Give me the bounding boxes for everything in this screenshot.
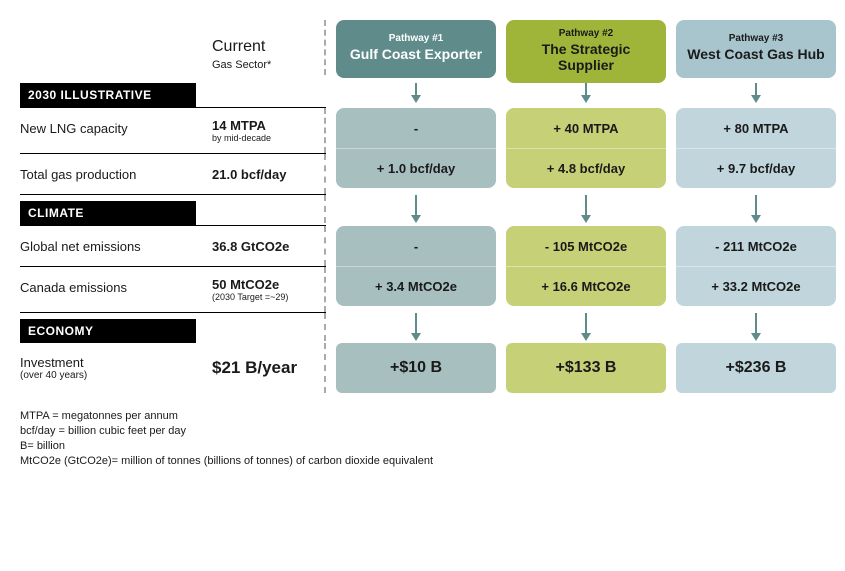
footnotes: MTPA = megatonnes per annum bcf/day = bi…	[20, 409, 825, 468]
row-global-current: 36.8 GtCO2e	[206, 226, 326, 266]
group-climate-p3: - 211 MtCO2e + 33.2 MtCO2e	[676, 226, 836, 306]
arrow-down-icon	[336, 195, 496, 223]
pathway-3-header: Pathway #3 West Coast Gas Hub	[676, 20, 836, 78]
pathway-3-num: Pathway #3	[682, 33, 830, 44]
cell-inv-p1: +$10 B	[336, 343, 496, 393]
arrow-down-icon	[676, 83, 836, 103]
group-2030-p1: - + 1.0 bcf/day	[336, 108, 496, 188]
section-climate: CLIMATE	[20, 201, 196, 225]
footnote-3: B= billion	[20, 439, 825, 454]
cell-global-p1: -	[336, 226, 496, 266]
cell-canada-p1: + 3.4 MtCO2e	[336, 266, 496, 306]
cell-prod-p3: + 9.7 bcf/day	[676, 148, 836, 188]
cell-inv-p3: +$236 B	[676, 343, 836, 393]
row-canada-label: Canada emissions	[20, 267, 196, 307]
pathway-2-header: Pathway #2 The Strategic Supplier	[506, 20, 666, 83]
group-2030-p3: + 80 MTPA + 9.7 bcf/day	[676, 108, 836, 188]
pathway-2-name: The Strategic Supplier	[512, 41, 660, 73]
pathway-3-name: West Coast Gas Hub	[682, 46, 830, 62]
arrow-down-icon	[336, 83, 496, 103]
arrow-down-icon	[506, 83, 666, 103]
row-lng-label: New LNG capacity	[20, 108, 196, 148]
cell-global-p3: - 211 MtCO2e	[676, 226, 836, 266]
arrow-down-icon	[676, 195, 836, 223]
cell-prod-p2: + 4.8 bcf/day	[506, 148, 666, 188]
row-inv-current: $21 B/year	[206, 343, 326, 393]
arrow-down-icon	[676, 313, 836, 341]
pathway-1-header: Pathway #1 Gulf Coast Exporter	[336, 20, 496, 78]
pathway-1-name: Gulf Coast Exporter	[342, 46, 490, 62]
cell-canada-p3: + 33.2 MtCO2e	[676, 266, 836, 306]
arrow-down-icon	[506, 195, 666, 223]
row-lng-current: 14 MTPA by mid-decade	[206, 108, 326, 153]
cell-inv-p2: +$133 B	[506, 343, 666, 393]
section-2030: 2030 ILLUSTRATIVE	[20, 83, 196, 107]
current-subtitle: Gas Sector*	[212, 59, 271, 71]
pathway-1-num: Pathway #1	[342, 33, 490, 44]
cell-lng-p1: -	[336, 108, 496, 148]
group-climate-p1: - + 3.4 MtCO2e	[336, 226, 496, 306]
comparison-grid: Current Gas Sector* Pathway #1 Gulf Coas…	[20, 20, 825, 393]
footnote-4: MtCO2e (GtCO2e)= million of tonnes (bill…	[20, 454, 825, 469]
group-climate-p2: - 105 MtCO2e + 16.6 MtCO2e	[506, 226, 666, 306]
footnote-2: bcf/day = billion cubic feet per day	[20, 424, 825, 439]
current-header: Current Gas Sector*	[206, 20, 326, 75]
group-2030-p2: + 40 MTPA + 4.8 bcf/day	[506, 108, 666, 188]
arrow-down-icon	[336, 313, 496, 341]
cell-canada-p2: + 16.6 MtCO2e	[506, 266, 666, 306]
footnote-1: MTPA = megatonnes per annum	[20, 409, 825, 424]
row-prod-label: Total gas production	[20, 154, 196, 194]
cell-lng-p3: + 80 MTPA	[676, 108, 836, 148]
pathway-2-num: Pathway #2	[512, 28, 660, 39]
current-title: Current	[212, 38, 265, 55]
section-economy: ECONOMY	[20, 319, 196, 343]
row-inv-label: Investment (over 40 years)	[20, 343, 196, 393]
cell-lng-p2: + 40 MTPA	[506, 108, 666, 148]
row-prod-current: 21.0 bcf/day	[206, 154, 326, 194]
row-canada-current: 50 MtCO2e (2030 Target =~29)	[206, 267, 326, 312]
cell-global-p2: - 105 MtCO2e	[506, 226, 666, 266]
row-global-label: Global net emissions	[20, 226, 196, 266]
cell-prod-p1: + 1.0 bcf/day	[336, 148, 496, 188]
arrow-down-icon	[506, 313, 666, 341]
